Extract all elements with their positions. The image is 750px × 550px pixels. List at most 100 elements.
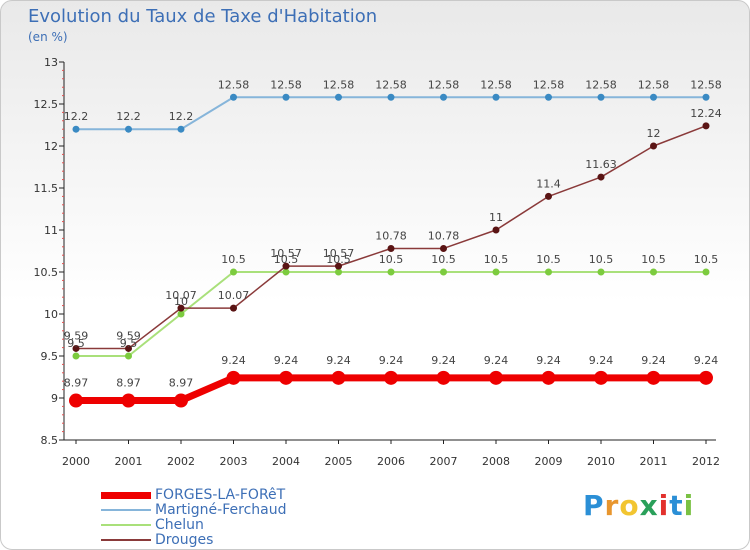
data-label: 9.24 — [536, 354, 561, 367]
data-point — [489, 370, 503, 385]
data-label: 9.24 — [431, 354, 456, 367]
x-tick-label: 2001 — [115, 455, 143, 468]
data-label: 12.58 — [270, 78, 302, 91]
data-label: 9.5 — [120, 337, 138, 350]
data-point — [387, 244, 395, 252]
data-label: 8.97 — [169, 377, 194, 390]
data-point — [384, 370, 398, 385]
legend-swatch — [101, 509, 151, 511]
logo-letter: o — [619, 489, 640, 522]
data-point — [492, 93, 500, 101]
data-label: 10.5 — [536, 253, 561, 266]
logo-letter: P — [583, 489, 605, 522]
data-point — [174, 393, 188, 408]
data-label: 12.58 — [218, 78, 250, 91]
x-tick-label: 2012 — [692, 455, 720, 468]
logo-letter: i — [683, 489, 695, 522]
data-point — [650, 93, 657, 101]
data-point — [699, 370, 713, 385]
data-point — [331, 370, 346, 385]
data-label: 9.24 — [379, 354, 404, 367]
data-label: 10.5 — [431, 253, 456, 266]
legend-label: Martigné-Ferchaud — [155, 502, 287, 518]
data-label: 10.5 — [694, 253, 719, 266]
data-label: 9.24 — [326, 354, 351, 367]
y-tick-label: 9.5 — [41, 350, 59, 363]
data-point — [597, 93, 605, 101]
data-label: 10.5 — [221, 253, 246, 266]
unit-label: (en %) — [28, 30, 68, 44]
data-label: 11 — [489, 211, 503, 224]
data-label: 9.59 — [64, 329, 89, 342]
chart-title: Evolution du Taux de Taxe d'Habitation — [28, 6, 378, 27]
series-line — [76, 271, 706, 357]
x-tick-label: 2010 — [587, 455, 615, 468]
logo-letter: i — [658, 489, 670, 522]
data-point — [72, 344, 80, 352]
data-point — [282, 262, 290, 270]
data-point — [230, 268, 237, 276]
y-tick-label: 13 — [44, 56, 58, 69]
data-point — [702, 268, 710, 276]
data-point — [650, 142, 657, 150]
data-point — [335, 262, 342, 270]
data-label: 10.5 — [326, 253, 351, 266]
data-point — [177, 304, 185, 312]
data-point — [177, 310, 185, 318]
data-label: 12.24 — [690, 107, 722, 120]
data-point — [650, 268, 657, 276]
data-label: 12.58 — [480, 78, 512, 91]
y-tick-label: 10 — [44, 308, 58, 321]
data-label: 9.59 — [116, 329, 141, 342]
data-label: 10.78 — [428, 229, 460, 242]
data-point — [702, 93, 710, 101]
legend-label: FORGES-LA-FORêT — [155, 487, 286, 503]
data-point — [492, 226, 500, 234]
data-label: 12.58 — [323, 78, 355, 91]
data-label: 10.5 — [589, 253, 614, 266]
data-label: 10.57 — [270, 247, 302, 260]
data-label: 8.97 — [116, 377, 141, 390]
y-tick-label: 11.5 — [34, 182, 59, 195]
data-label: 9.24 — [274, 354, 299, 367]
x-tick-label: 2002 — [167, 455, 195, 468]
y-tick-label: 11 — [44, 224, 58, 237]
x-tick-label: 2006 — [377, 455, 405, 468]
x-tick-label: 2008 — [482, 455, 510, 468]
y-tick-label: 9 — [51, 392, 58, 405]
data-label: 12.58 — [690, 78, 722, 91]
data-point — [440, 93, 447, 101]
data-point — [702, 122, 710, 130]
data-point — [440, 268, 447, 276]
data-point — [69, 393, 83, 408]
legend-label: Chelun — [155, 517, 204, 533]
data-label: 9.24 — [641, 354, 666, 367]
data-label: 12.58 — [428, 78, 460, 91]
data-point — [541, 370, 556, 385]
data-point — [440, 244, 447, 252]
x-tick-label: 2003 — [220, 455, 248, 468]
data-label: 10.5 — [379, 253, 404, 266]
data-point — [545, 192, 552, 200]
data-label: 12.2 — [116, 110, 141, 123]
data-label: 10.07 — [218, 289, 250, 302]
data-point — [597, 268, 605, 276]
data-point — [597, 173, 605, 181]
data-point — [335, 268, 342, 276]
data-label: 9.24 — [221, 354, 246, 367]
data-label: 11.4 — [536, 177, 561, 190]
data-label: 8.97 — [64, 377, 89, 390]
data-point — [226, 370, 241, 385]
data-label: 12 — [647, 127, 661, 140]
legend-swatch — [101, 539, 151, 541]
data-label: 10.5 — [641, 253, 666, 266]
data-label: 10.57 — [323, 247, 355, 260]
logo-letter: x — [639, 489, 659, 522]
x-tick-label: 2007 — [430, 455, 458, 468]
data-label: 9.5 — [67, 337, 85, 350]
data-point — [436, 370, 451, 385]
data-point — [279, 370, 293, 385]
x-tick-label: 2011 — [640, 455, 668, 468]
data-label: 10.5 — [274, 253, 299, 266]
